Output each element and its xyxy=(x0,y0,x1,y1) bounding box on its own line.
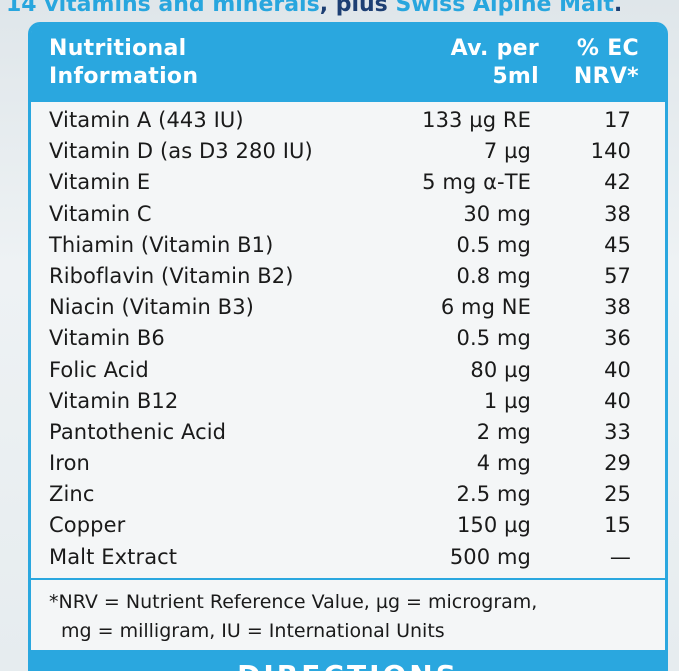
table-row: Vitamin B6 0.5 mg 36 xyxy=(31,323,665,354)
table-row: Vitamin A (443 IU) 133 µg RE 17 xyxy=(31,105,665,136)
nutrient-nrv: 33 xyxy=(604,419,631,444)
nutrient-nrv: — xyxy=(609,544,631,569)
nutrient-name: Pantothenic Acid xyxy=(49,419,227,444)
header-av-line-1: Av. per xyxy=(450,36,539,61)
directions-heading: DIRECTIONS xyxy=(31,659,665,671)
table-row: Folic Acid 80 µg 40 xyxy=(31,355,665,386)
table-row: Pantothenic Acid 2 mg 33 xyxy=(31,417,665,448)
table-row: Iron 4 mg 29 xyxy=(31,448,665,479)
nutrient-amount: 0.5 mg xyxy=(456,232,531,257)
nutrition-table: Vitamin A (443 IU) 133 µg RE 17 Vitamin D … xyxy=(31,105,665,573)
header-nrv-line-1: % EC xyxy=(576,36,639,61)
footnote-line-2: mg = milligram, IU = International Units xyxy=(61,620,445,642)
nutrient-name: Vitamin B6 xyxy=(49,326,165,351)
nutrient-name: Folic Acid xyxy=(49,357,149,382)
table-row: Vitamin D (as D3 280 IU) 7 µg 140 xyxy=(31,136,665,167)
nutrient-amount: 30 mg xyxy=(463,201,531,226)
header-nutrition-line-2: Information xyxy=(49,64,199,89)
header-av-line-2: 5ml xyxy=(492,64,539,89)
nutrient-nrv: 25 xyxy=(604,482,631,507)
table-row: Malt Extract 500 mg — xyxy=(31,542,665,573)
nutrient-name: Vitamin E xyxy=(49,170,151,195)
nutrient-amount: 7 µg xyxy=(483,139,531,164)
directions-bar: DIRECTIONS xyxy=(31,650,665,671)
header-nutrition-line-1: Nutritional xyxy=(49,36,187,61)
nutrient-nrv: 38 xyxy=(604,201,631,226)
nutrient-amount: 0.8 mg xyxy=(456,263,531,288)
nutrient-name: Zinc xyxy=(49,482,95,507)
nutrient-amount: 0.5 mg xyxy=(456,326,531,351)
nutrient-nrv: 40 xyxy=(604,388,631,413)
nutrient-nrv: 38 xyxy=(604,295,631,320)
nutrient-nrv: 29 xyxy=(604,451,631,476)
top-tagline: 14 vitamins and minerals, plus Swiss Alp… xyxy=(0,0,679,16)
nutrient-nrv: 42 xyxy=(604,170,631,195)
nutrient-name: Niacin (Vitamin B3) xyxy=(49,295,254,320)
tagline-part-3: Swiss Alpine Malt xyxy=(395,0,614,16)
header-nrv: % EC NRV* xyxy=(574,35,639,91)
nutrient-name: Vitamin C xyxy=(49,201,152,226)
nutrient-nrv: 17 xyxy=(604,108,631,132)
nutrient-amount: 1 µg xyxy=(483,388,531,413)
table-row: Vitamin E 5 mg α-TE 42 xyxy=(31,167,665,198)
nutrient-amount: 80 µg xyxy=(470,357,531,382)
nutrient-nrv: 45 xyxy=(604,232,631,257)
table-row: Niacin (Vitamin B3) 6 mg NE 38 xyxy=(31,292,665,323)
table-row: Vitamin C 30 mg 38 xyxy=(31,199,665,230)
header-nutritional-information: Nutritional Information xyxy=(49,35,198,91)
nutrient-nrv: 57 xyxy=(604,263,631,288)
table-row: Thiamin (Vitamin B1) 0.5 mg 45 xyxy=(31,230,665,261)
nutrition-panel: Nutritional Information Av. per 5ml % EC… xyxy=(28,22,668,671)
table-divider xyxy=(31,578,665,580)
table-row: Riboflavin (Vitamin B2) 0.8 mg 57 xyxy=(31,261,665,292)
header-nrv-line-2: NRV* xyxy=(573,64,639,89)
footnote-line-1: *NRV = Nutrient Reference Value, µg = mi… xyxy=(49,591,538,613)
nutrition-panel-header: Nutritional Information Av. per 5ml % EC… xyxy=(31,25,665,102)
nutrient-amount: 2.5 mg xyxy=(456,482,531,507)
nutrient-name: Vitamin D (as D3 280 IU) xyxy=(49,139,313,164)
table-row: Zinc 2.5 mg 25 xyxy=(31,479,665,510)
nutrient-name: Thiamin (Vitamin B1) xyxy=(49,232,274,257)
header-average-per-5ml: Av. per 5ml xyxy=(451,35,539,91)
nutrient-name: Iron xyxy=(49,451,90,476)
nutrient-name: Malt Extract xyxy=(49,544,178,569)
nutrient-name: Copper xyxy=(49,513,126,538)
tagline-part-4: . xyxy=(613,0,623,16)
nrv-footnote: *NRV = Nutrient Reference Value, µg = mi… xyxy=(49,588,649,646)
nutrient-amount: 6 mg NE xyxy=(440,295,531,320)
nutrient-nrv: 15 xyxy=(604,513,631,538)
nutrient-amount: 150 µg xyxy=(456,513,531,538)
table-row: Copper 150 µg 15 xyxy=(31,510,665,541)
nutrient-amount: 5 mg α-TE xyxy=(422,170,531,195)
nutrient-name: Vitamin A (443 IU) xyxy=(49,108,244,132)
nutrient-amount: 2 mg xyxy=(476,419,531,444)
nutrient-nrv: 40 xyxy=(604,357,631,382)
nutrient-name: Riboflavin (Vitamin B2) xyxy=(49,263,294,288)
tagline-part-2: , plus xyxy=(319,0,396,16)
tagline-part-1: 14 vitamins and minerals xyxy=(6,0,320,16)
nutrient-amount: 500 mg xyxy=(449,544,531,569)
nutrient-nrv: 36 xyxy=(604,326,631,351)
nutrient-amount: 4 mg xyxy=(476,451,531,476)
nutrient-name: Vitamin B12 xyxy=(49,388,179,413)
nutrient-amount: 133 µg RE xyxy=(422,108,531,132)
nutrient-nrv: 140 xyxy=(590,139,631,164)
table-row: Vitamin B12 1 µg 40 xyxy=(31,386,665,417)
